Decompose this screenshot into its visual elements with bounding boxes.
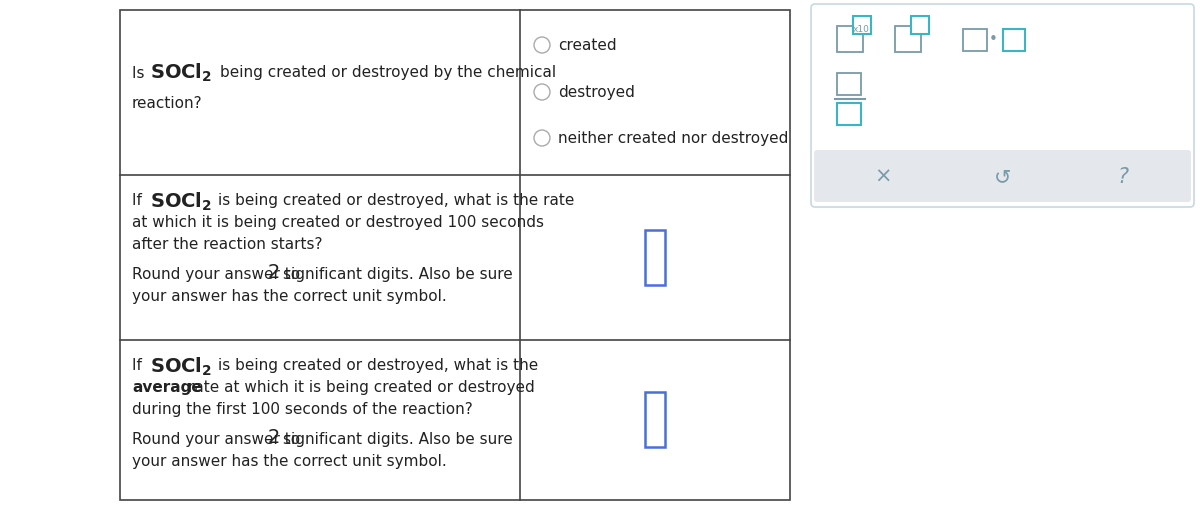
Bar [964,29,986,51]
Text: rate at which it is being created or destroyed: rate at which it is being created or des… [188,380,535,395]
Circle shape [534,37,550,53]
Text: reaction?: reaction? [132,96,203,110]
Bar [895,26,922,52]
Text: is being created or destroyed, what is the rate: is being created or destroyed, what is t… [218,193,575,208]
Text: is being created or destroyed, what is the: is being created or destroyed, what is t… [218,358,539,373]
Text: being created or destroyed by the chemical: being created or destroyed by the chemic… [220,65,556,81]
Text: •: • [989,33,997,48]
Text: ?: ? [1117,167,1128,187]
Text: significant digits. Also be sure: significant digits. Also be sure [283,267,512,282]
Text: $\mathbf{SOCl_2}$: $\mathbf{SOCl_2}$ [150,191,212,213]
Text: Round your answer to: Round your answer to [132,432,305,447]
Text: If: If [132,193,146,208]
Text: at which it is being created or destroyed 100 seconds: at which it is being created or destroye… [132,215,544,230]
Text: average: average [132,380,202,395]
Text: Is: Is [132,65,149,81]
FancyBboxPatch shape [814,150,1190,202]
Text: If: If [132,358,146,373]
Bar [120,10,790,500]
Bar [646,230,665,285]
Text: destroyed: destroyed [558,84,635,100]
Text: after the reaction starts?: after the reaction starts? [132,237,323,252]
Text: ×: × [874,167,892,187]
Bar [838,73,862,95]
Bar [911,16,929,34]
Bar [838,103,862,125]
Bar [1003,29,1025,51]
Text: $\mathbf{SOCl_2}$: $\mathbf{SOCl_2}$ [150,356,212,378]
Circle shape [534,84,550,100]
Text: Round your answer to: Round your answer to [132,267,305,282]
Text: significant digits. Also be sure: significant digits. Also be sure [283,432,512,447]
Text: your answer has the correct unit symbol.: your answer has the correct unit symbol. [132,289,446,304]
Bar [646,392,665,448]
Text: ↺: ↺ [994,167,1012,187]
Text: x10: x10 [853,25,870,34]
Text: during the first 100 seconds of the reaction?: during the first 100 seconds of the reac… [132,402,473,417]
Circle shape [534,130,550,146]
FancyBboxPatch shape [811,4,1194,207]
Bar [853,16,871,34]
Text: created: created [558,37,617,53]
Text: $\mathbf{SOCl_2}$: $\mathbf{SOCl_2}$ [150,62,212,84]
Text: $2$: $2$ [266,429,280,447]
Text: neither created nor destroyed: neither created nor destroyed [558,130,788,146]
Bar [838,26,863,52]
Text: your answer has the correct unit symbol.: your answer has the correct unit symbol. [132,454,446,469]
Text: $2$: $2$ [266,264,280,282]
